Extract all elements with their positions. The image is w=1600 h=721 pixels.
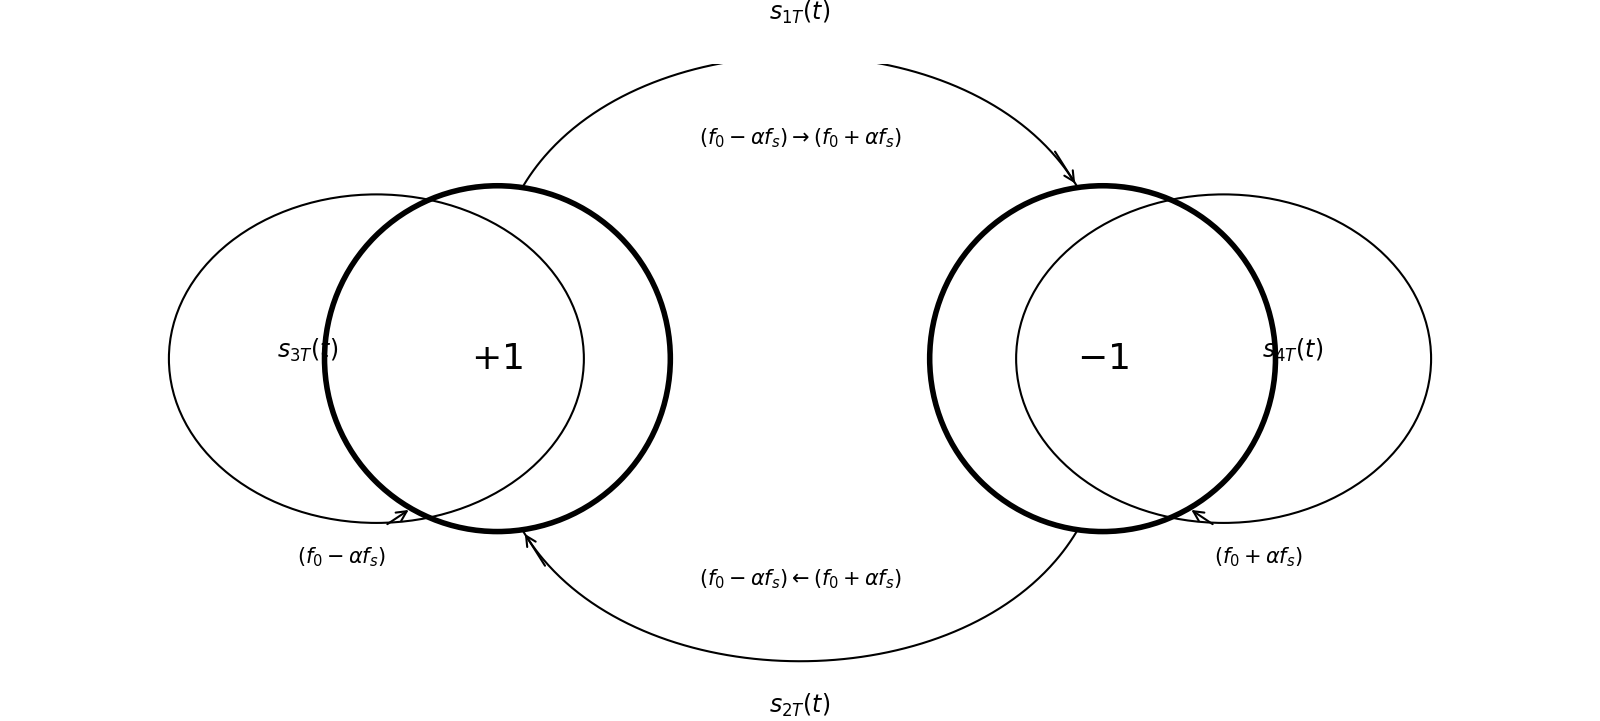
Text: $-1$: $-1$ [1077,342,1128,376]
Text: $(f_0-\alpha f_s)$: $(f_0-\alpha f_s)$ [298,546,386,570]
Text: $s_{4T}(t)$: $s_{4T}(t)$ [1262,337,1323,363]
Text: $s_{2T}(t)$: $s_{2T}(t)$ [770,691,830,719]
Text: $(f_0-\alpha f_s)\leftarrow(f_0+\alpha f_s)$: $(f_0-\alpha f_s)\leftarrow(f_0+\alpha f… [699,567,901,591]
Text: $(f_0-\alpha f_s)\rightarrow(f_0+\alpha f_s)$: $(f_0-\alpha f_s)\rightarrow(f_0+\alpha … [699,126,901,150]
Text: $(f_0+\alpha f_s)$: $(f_0+\alpha f_s)$ [1214,546,1302,570]
Text: $s_{3T}(t)$: $s_{3T}(t)$ [277,337,338,363]
Text: $s_{1T}(t)$: $s_{1T}(t)$ [770,0,830,26]
Text: $+1$: $+1$ [472,342,523,376]
